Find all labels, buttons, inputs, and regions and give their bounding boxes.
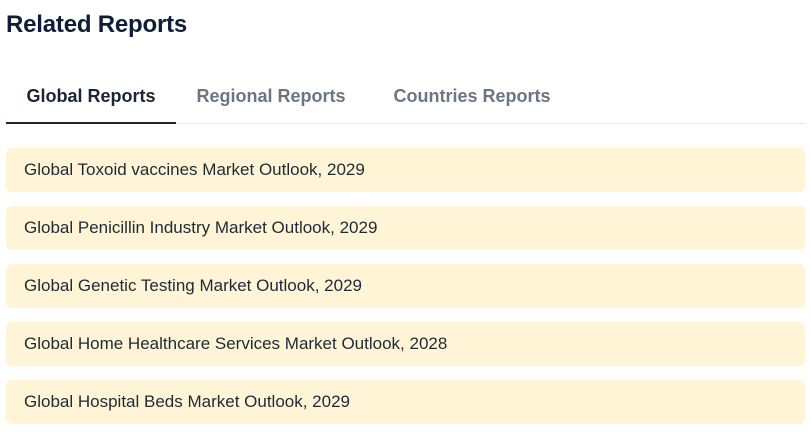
tab-countries-reports[interactable]: Countries Reports	[393, 86, 551, 106]
report-link[interactable]: Global Toxoid vaccines Market Outlook, 2…	[24, 160, 365, 179]
list-item[interactable]: Global Toxoid vaccines Market Outlook, 2…	[6, 148, 805, 192]
report-link[interactable]: Global Home Healthcare Services Market O…	[24, 334, 448, 353]
report-link[interactable]: Global Penicillin Industry Market Outloo…	[24, 218, 378, 237]
list-item[interactable]: Global Hospital Beds Market Outlook, 202…	[6, 380, 805, 424]
list-item[interactable]: Global Home Healthcare Services Market O…	[6, 322, 805, 366]
report-link[interactable]: Global Genetic Testing Market Outlook, 2…	[24, 276, 362, 295]
section-title: Related Reports	[6, 11, 188, 38]
report-link[interactable]: Global Hospital Beds Market Outlook, 202…	[24, 392, 351, 411]
list-item[interactable]: Global Genetic Testing Market Outlook, 2…	[6, 264, 805, 308]
report-tabs: Global Reports Regional Reports Countrie…	[6, 70, 805, 124]
list-item[interactable]: Global Penicillin Industry Market Outloo…	[6, 206, 805, 250]
tab-regional-reports[interactable]: Regional Reports	[196, 86, 346, 106]
report-list: Global Toxoid vaccines Market Outlook, 2…	[6, 148, 805, 432]
tab-global-reports[interactable]: Global Reports	[6, 70, 176, 124]
